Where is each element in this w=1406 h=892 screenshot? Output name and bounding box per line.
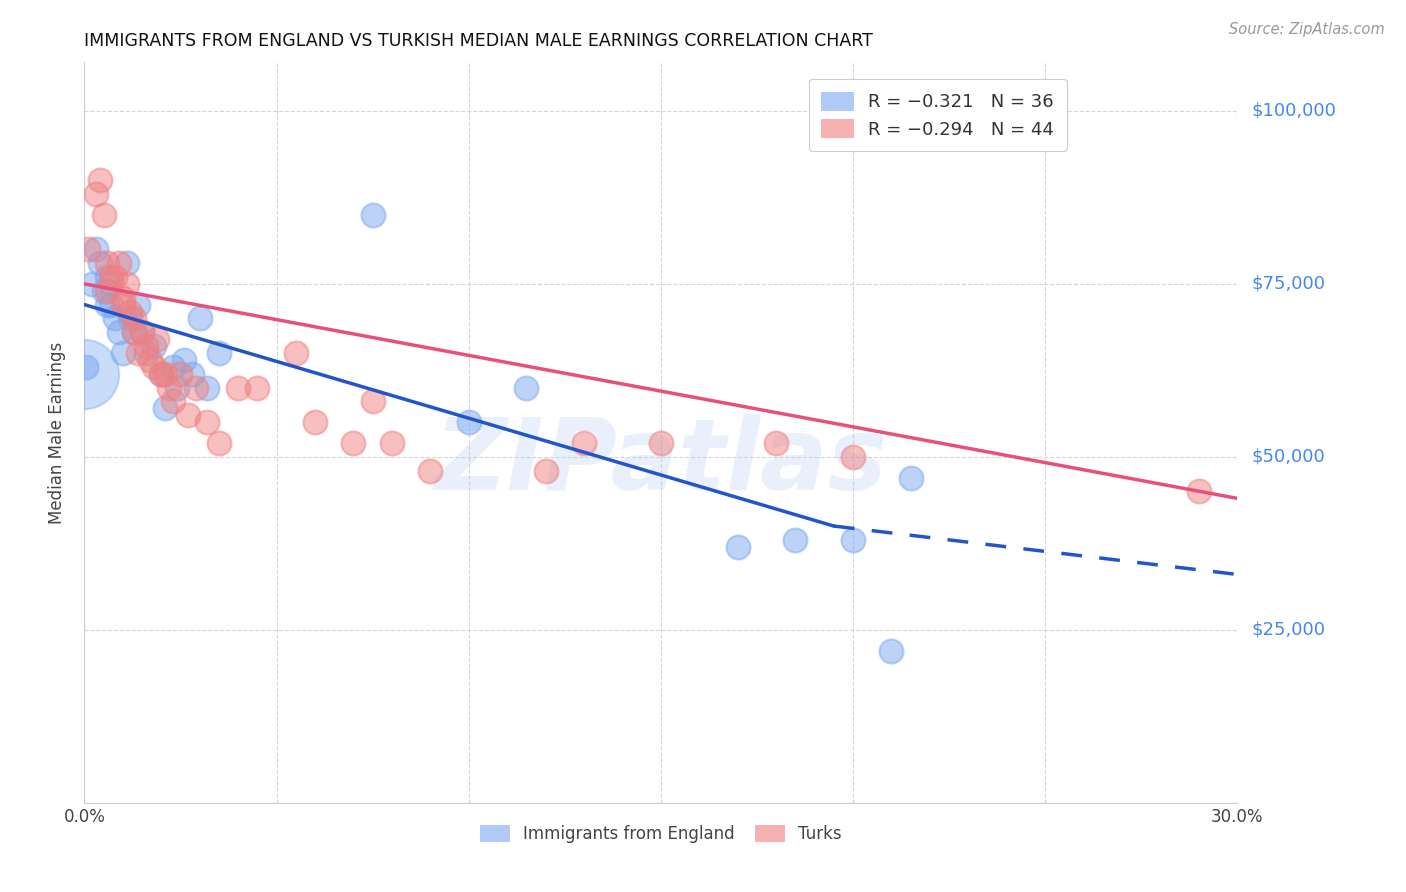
Point [208,436,231,450]
Point [177,409,200,423]
Point [162,394,184,409]
Point [100,269,122,284]
Point [104,269,127,284]
Point [89,173,111,187]
Point [650,436,672,450]
Point [153,367,176,381]
Point [342,436,364,450]
Point [104,311,127,326]
Point [900,470,922,484]
Point [100,297,122,311]
Point [361,394,384,409]
Point [157,381,180,395]
Point [131,326,153,340]
Point [96,297,118,311]
Point [381,436,404,450]
Point [111,297,134,311]
Point [135,339,157,353]
Point [572,436,595,450]
Point [361,208,384,222]
Point [84,186,107,201]
Point [93,284,115,298]
Point [146,332,169,346]
Text: Source: ZipAtlas.com: Source: ZipAtlas.com [1229,22,1385,37]
Point [195,381,218,395]
Point [727,540,749,554]
Text: $25,000: $25,000 [1251,621,1326,639]
Point [142,339,165,353]
Point [96,284,118,298]
Point [785,533,807,547]
Point [108,256,131,270]
Point [120,311,142,326]
Point [142,359,165,374]
Point [115,277,138,291]
Point [842,533,865,547]
Point [131,326,153,340]
Point [208,346,231,360]
Point [75,359,97,374]
Point [84,242,107,256]
Point [166,381,188,395]
Point [150,367,173,381]
Point [77,242,100,256]
Point [304,415,326,429]
Y-axis label: Median Male Earnings: Median Male Earnings [48,342,66,524]
Point [765,436,787,450]
Point [120,304,142,318]
Text: ZIPatlas: ZIPatlas [434,414,887,511]
Point [150,367,173,381]
Point [100,277,122,291]
Point [169,367,191,381]
Point [124,326,146,340]
Point [457,415,479,429]
Point [96,269,118,284]
Point [419,464,441,478]
Point [181,367,204,381]
Point [127,297,149,311]
Point [173,353,195,368]
Point [842,450,865,464]
Text: IMMIGRANTS FROM ENGLAND VS TURKISH MEDIAN MALE EARNINGS CORRELATION CHART: IMMIGRANTS FROM ENGLAND VS TURKISH MEDIA… [84,32,873,50]
Point [1188,484,1211,499]
Point [138,353,160,368]
Point [93,208,115,222]
Point [184,381,207,395]
Point [162,359,184,374]
Point [515,381,537,395]
Legend: Immigrants from England, Turks: Immigrants from England, Turks [474,819,848,850]
Point [534,464,557,478]
Point [96,256,118,270]
Point [246,381,269,395]
Point [880,643,903,657]
Point [284,346,307,360]
Point [188,311,211,326]
Point [127,346,149,360]
Point [124,311,146,326]
Point [153,401,176,416]
Point [80,277,103,291]
Point [135,346,157,360]
Text: $100,000: $100,000 [1251,102,1336,120]
Point [226,381,249,395]
Point [111,291,134,305]
Point [195,415,218,429]
Point [108,326,131,340]
Text: $75,000: $75,000 [1251,275,1326,293]
Point [73,367,96,381]
Point [115,256,138,270]
Point [111,346,134,360]
Point [89,256,111,270]
Point [124,326,146,340]
Text: $50,000: $50,000 [1251,448,1324,466]
